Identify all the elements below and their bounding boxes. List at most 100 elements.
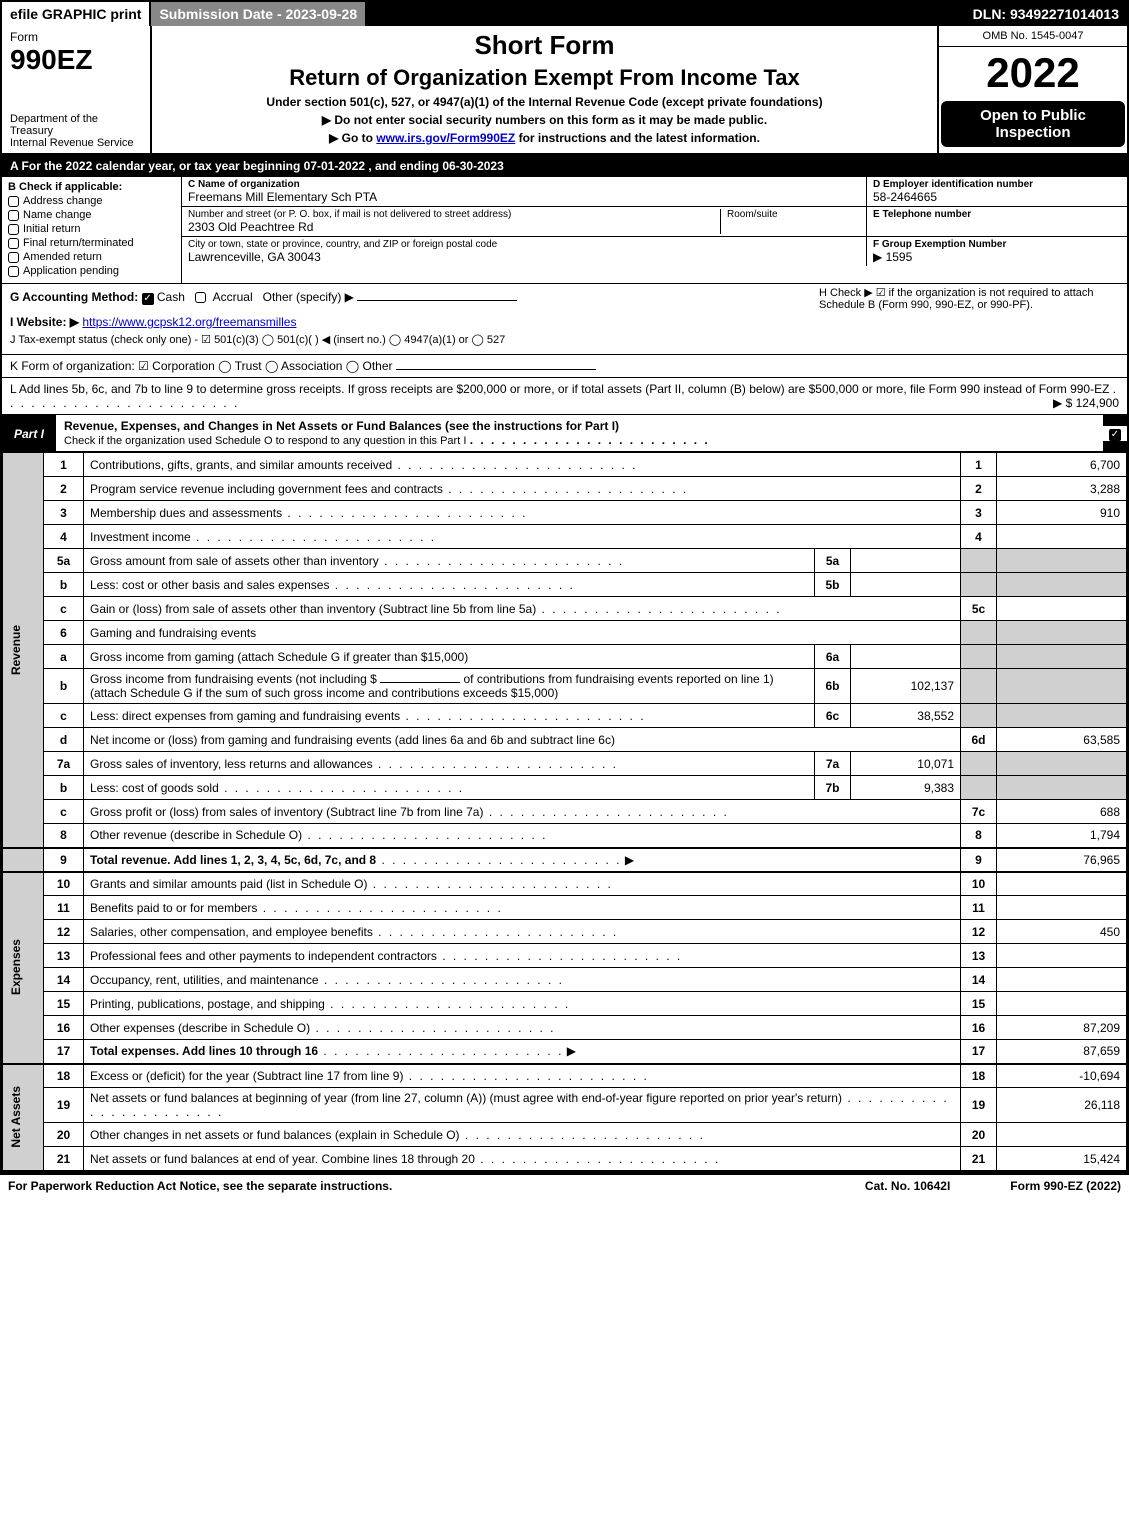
- dots: [325, 997, 570, 1011]
- omb-number: OMB No. 1545-0047: [939, 26, 1127, 47]
- desc-text1: Gross income from fundraising events (no…: [90, 672, 377, 686]
- desc-text: Program service revenue including govern…: [90, 482, 443, 496]
- checkbox-icon: [8, 266, 19, 277]
- lineno-r: 12: [961, 920, 997, 944]
- desc-text: Total expenses. Add lines 10 through 16: [90, 1044, 318, 1058]
- line-desc: Other expenses (describe in Schedule O): [84, 1016, 961, 1040]
- check-address[interactable]: Address change: [8, 195, 175, 207]
- dots: [373, 757, 618, 771]
- amount: 26,118: [997, 1088, 1127, 1123]
- footer: For Paperwork Reduction Act Notice, see …: [0, 1173, 1129, 1197]
- desc-text: Membership dues and assessments: [90, 506, 282, 520]
- dots: [329, 578, 574, 592]
- check-initial[interactable]: Initial return: [8, 223, 175, 235]
- desc-text: Investment income: [90, 530, 191, 544]
- lineno: 8: [44, 824, 84, 848]
- table-row: 4 Investment income 4: [3, 525, 1127, 549]
- dots: [318, 1044, 563, 1058]
- check-pending[interactable]: Application pending: [8, 265, 175, 277]
- lineno: 18: [44, 1064, 84, 1088]
- table-row: 20 Other changes in net assets or fund b…: [3, 1123, 1127, 1147]
- lineno-r: 8: [961, 824, 997, 848]
- lineno-r: 16: [961, 1016, 997, 1040]
- lineno: 19: [44, 1088, 84, 1123]
- g-other-line: [357, 300, 517, 301]
- desc-text: Contributions, gifts, grants, and simila…: [90, 458, 392, 472]
- line-desc: Other changes in net assets or fund bala…: [84, 1123, 961, 1147]
- sub-amount: [851, 645, 961, 669]
- lineno: b: [44, 573, 84, 597]
- top-bar: efile GRAPHIC print Submission Date - 20…: [2, 2, 1127, 26]
- irs-link[interactable]: www.irs.gov/Form990EZ: [376, 131, 515, 145]
- check-final[interactable]: Final return/terminated: [8, 237, 175, 249]
- website-link[interactable]: https://www.gcpsk12.org/freemansmilles: [82, 315, 296, 329]
- lineno-r: 11: [961, 896, 997, 920]
- checkbox-icon: [8, 196, 19, 207]
- dots: [302, 828, 547, 842]
- amount: [997, 1123, 1127, 1147]
- dots: [437, 949, 682, 963]
- checkbox-icon: [8, 224, 19, 235]
- desc-text: Gain or (loss) from sale of assets other…: [90, 602, 536, 616]
- table-row: 19 Net assets or fund balances at beginn…: [3, 1088, 1127, 1123]
- table-row: Expenses 10 Grants and similar amounts p…: [3, 872, 1127, 896]
- check-icon: ✓: [1109, 429, 1121, 441]
- form-number: 990EZ: [10, 44, 142, 76]
- lineno: 2: [44, 477, 84, 501]
- shade-cell: [961, 549, 997, 573]
- amount: [997, 872, 1127, 896]
- name-row: C Name of organization Freemans Mill Ele…: [182, 177, 1127, 207]
- desc-text: Salaries, other compensation, and employ…: [90, 925, 373, 939]
- lineno: 20: [44, 1123, 84, 1147]
- part1-tab: Part I: [2, 423, 56, 445]
- dots: [282, 506, 527, 520]
- footer-pra: For Paperwork Reduction Act Notice, see …: [8, 1179, 865, 1193]
- section-b: B Check if applicable: Address change Na…: [2, 177, 182, 283]
- lineno-r: 3: [961, 501, 997, 525]
- g-cash: Cash: [157, 290, 185, 304]
- desc-text: Gross sales of inventory, less returns a…: [90, 757, 373, 771]
- check-amended[interactable]: Amended return: [8, 251, 175, 263]
- table-row: c Gain or (loss) from sale of assets oth…: [3, 597, 1127, 621]
- lineno-r: 4: [961, 525, 997, 549]
- directive-ssn: ▶ Do not enter social security numbers o…: [156, 113, 933, 127]
- expenses-text: Expenses: [9, 939, 23, 995]
- desc-text: Excess or (deficit) for the year (Subtra…: [90, 1069, 403, 1083]
- lineno-r: 6d: [961, 728, 997, 752]
- f-label: F Group Exemption Number: [873, 239, 1121, 250]
- part1-subtitle: Check if the organization used Schedule …: [64, 435, 466, 447]
- line-a: A For the 2022 calendar year, or tax yea…: [2, 155, 1127, 177]
- dots: [470, 433, 710, 447]
- line-desc: Net assets or fund balances at beginning…: [84, 1088, 961, 1123]
- dln-label: DLN: 93492271014013: [965, 2, 1127, 26]
- line-desc: Less: direct expenses from gaming and fu…: [84, 704, 815, 728]
- netassets-side-label: Net Assets: [3, 1064, 44, 1171]
- lineno: 6: [44, 621, 84, 645]
- sub-no: 7a: [815, 752, 851, 776]
- checkbox-icon: [8, 252, 19, 263]
- table-row: Net Assets 18 Excess or (deficit) for th…: [3, 1064, 1127, 1088]
- line-desc: Grants and similar amounts paid (list in…: [84, 872, 961, 896]
- shade-cell: [997, 704, 1127, 728]
- lineno: c: [44, 800, 84, 824]
- section-e: E Telephone number: [867, 207, 1127, 236]
- amount: 450: [997, 920, 1127, 944]
- lineno-r: 20: [961, 1123, 997, 1147]
- check-name[interactable]: Name change: [8, 209, 175, 221]
- sub-amount: 38,552: [851, 704, 961, 728]
- opt-initial: Initial return: [23, 223, 80, 235]
- desc-text: Total revenue. Add lines 1, 2, 3, 4, 5c,…: [90, 853, 376, 867]
- lineno-r: 7c: [961, 800, 997, 824]
- i-label: I Website: ▶: [10, 315, 79, 329]
- sub-amount: [851, 549, 961, 573]
- shade-cell: [997, 752, 1127, 776]
- shade-cell: [961, 752, 997, 776]
- blank-side: [3, 848, 44, 872]
- section-d: D Employer identification number 58-2464…: [867, 177, 1127, 206]
- shade-cell: [961, 645, 997, 669]
- shade-cell: [961, 573, 997, 597]
- room-label: Room/suite: [727, 209, 860, 220]
- lineno: 17: [44, 1040, 84, 1064]
- line-desc: Net income or (loss) from gaming and fun…: [84, 728, 961, 752]
- l-text: L Add lines 5b, 6c, and 7b to line 9 to …: [10, 382, 1109, 396]
